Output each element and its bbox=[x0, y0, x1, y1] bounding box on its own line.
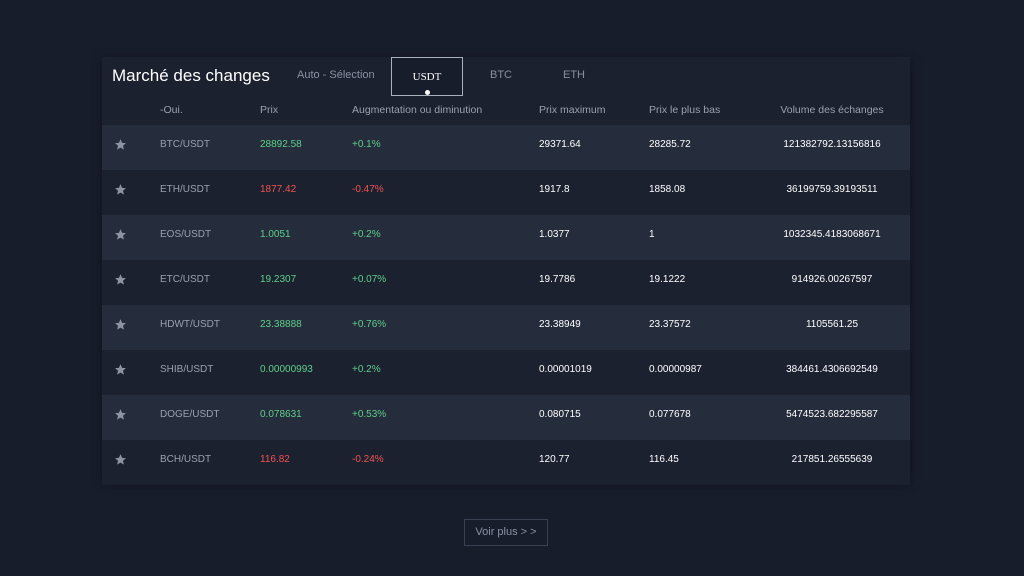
star-icon[interactable] bbox=[114, 228, 128, 242]
last-price: 1877.42 bbox=[260, 184, 297, 195]
table-row[interactable]: HDWT/USDT 23.38888 +0.76% 23.38949 23.37572 1… bbox=[102, 305, 910, 350]
trade-volume: 36199759.39193511 bbox=[786, 184, 878, 195]
price-change: +0.2% bbox=[352, 364, 381, 375]
low-price: 23.37572 bbox=[649, 319, 691, 330]
high-price: 120.77 bbox=[539, 454, 570, 465]
pair-name[interactable]: BCH/USDT bbox=[160, 454, 212, 465]
star-icon[interactable] bbox=[114, 453, 128, 467]
column-header-pair[interactable]: -Oui. bbox=[160, 104, 183, 116]
column-header-volume[interactable]: Volume des échanges bbox=[780, 104, 884, 116]
column-header-price[interactable]: Prix bbox=[260, 104, 279, 116]
tab-usdt-label: USDT bbox=[412, 71, 442, 83]
pair-name[interactable]: DOGE/USDT bbox=[160, 409, 220, 420]
price-change: -0.24% bbox=[352, 454, 384, 465]
pair-name[interactable]: ETH/USDT bbox=[160, 184, 210, 195]
last-price: 28892.58 bbox=[260, 139, 302, 150]
table-header: -Oui. Prix Augmentation ou diminution Pr… bbox=[102, 98, 910, 125]
trade-volume: 217851.26555639 bbox=[791, 454, 873, 465]
last-price: 0.078631 bbox=[260, 409, 302, 420]
low-price: 0.077678 bbox=[649, 409, 691, 420]
high-price: 23.38949 bbox=[539, 319, 581, 330]
low-price: 1 bbox=[649, 229, 655, 240]
star-icon[interactable] bbox=[114, 318, 128, 332]
table-row[interactable]: BTC/USDT 28892.58 +0.1% 29371.64 28285.72 121… bbox=[102, 125, 910, 170]
pair-name[interactable]: SHIB/USDT bbox=[160, 364, 214, 375]
star-icon[interactable] bbox=[114, 273, 128, 287]
table-row[interactable]: ETC/USDT 19.2307 +0.07% 19.7786 19.1222 91492… bbox=[102, 260, 910, 305]
table-row[interactable]: DOGE/USDT 0.078631 +0.53% 0.080715 0.077678 5… bbox=[102, 395, 910, 440]
price-change: -0.47% bbox=[352, 184, 384, 195]
price-change: +0.07% bbox=[352, 274, 387, 285]
pair-name[interactable]: HDWT/USDT bbox=[160, 319, 220, 330]
pair-name[interactable]: EOS/USDT bbox=[160, 229, 212, 240]
market-table-body: BTC/USDT 28892.58 +0.1% 29371.64 28285.72 121… bbox=[102, 125, 910, 485]
column-header-change[interactable]: Augmentation ou diminution bbox=[352, 104, 483, 116]
active-tab-indicator bbox=[425, 90, 430, 95]
table-row[interactable]: EOS/USDT 1.0051 +0.2% 1.0377 1 1032345.418306… bbox=[102, 215, 910, 260]
price-change: +0.1% bbox=[352, 139, 381, 150]
see-more-button[interactable]: Voir plus > > bbox=[464, 519, 548, 546]
market-header: Marché des changes Auto - Sélection USDT… bbox=[102, 57, 910, 98]
low-price: 28285.72 bbox=[649, 139, 691, 150]
star-icon[interactable] bbox=[114, 138, 128, 152]
tab-usdt[interactable]: USDT bbox=[391, 57, 463, 96]
column-header-high[interactable]: Prix maximum bbox=[539, 104, 606, 116]
column-header-low[interactable]: Prix le plus bas bbox=[649, 104, 721, 116]
price-change: +0.76% bbox=[352, 319, 387, 330]
low-price: 0.00000987 bbox=[649, 364, 702, 375]
last-price: 23.38888 bbox=[260, 319, 302, 330]
trade-volume: 1032345.4183068671 bbox=[783, 229, 881, 240]
trade-volume: 5474523.682295587 bbox=[786, 409, 878, 420]
table-row[interactable]: BCH/USDT 116.82 -0.24% 120.77 116.45 217851.2… bbox=[102, 440, 910, 485]
trade-volume: 1105561.25 bbox=[805, 319, 859, 330]
last-price: 19.2307 bbox=[260, 274, 297, 285]
high-price: 0.00001019 bbox=[539, 364, 592, 375]
price-change: +0.53% bbox=[352, 409, 387, 420]
low-price: 19.1222 bbox=[649, 274, 686, 285]
last-price: 0.00000993 bbox=[260, 364, 313, 375]
low-price: 1858.08 bbox=[649, 184, 686, 195]
pair-name[interactable]: ETC/USDT bbox=[160, 274, 210, 285]
page-title: Marché des changes bbox=[112, 66, 270, 85]
high-price: 1.0377 bbox=[539, 229, 570, 240]
trade-volume: 384461.4306692549 bbox=[786, 364, 878, 375]
high-price: 19.7786 bbox=[539, 274, 576, 285]
trade-volume: 121382792.13156816 bbox=[783, 139, 881, 150]
high-price: 0.080715 bbox=[539, 409, 581, 420]
last-price: 1.0051 bbox=[260, 229, 291, 240]
high-price: 1917.8 bbox=[539, 184, 570, 195]
table-row[interactable]: ETH/USDT 1877.42 -0.47% 1917.8 1858.08 361997… bbox=[102, 170, 910, 215]
trade-volume: 914926.00267597 bbox=[791, 274, 873, 285]
pair-name[interactable]: BTC/USDT bbox=[160, 139, 210, 150]
low-price: 116.45 bbox=[649, 454, 679, 465]
market-panel: Marché des changes Auto - Sélection USDT… bbox=[102, 57, 910, 485]
price-change: +0.2% bbox=[352, 229, 381, 240]
last-price: 116.82 bbox=[260, 454, 290, 465]
star-icon[interactable] bbox=[114, 408, 128, 422]
tab-eth[interactable]: ETH bbox=[563, 69, 585, 81]
tab-auto-selection[interactable]: Auto - Sélection bbox=[297, 69, 375, 81]
high-price: 29371.64 bbox=[539, 139, 581, 150]
table-row[interactable]: SHIB/USDT 0.00000993 +0.2% 0.00001019 0.0000… bbox=[102, 350, 910, 395]
star-icon[interactable] bbox=[114, 183, 128, 197]
star-icon[interactable] bbox=[114, 363, 128, 377]
tab-btc[interactable]: BTC bbox=[490, 69, 512, 81]
